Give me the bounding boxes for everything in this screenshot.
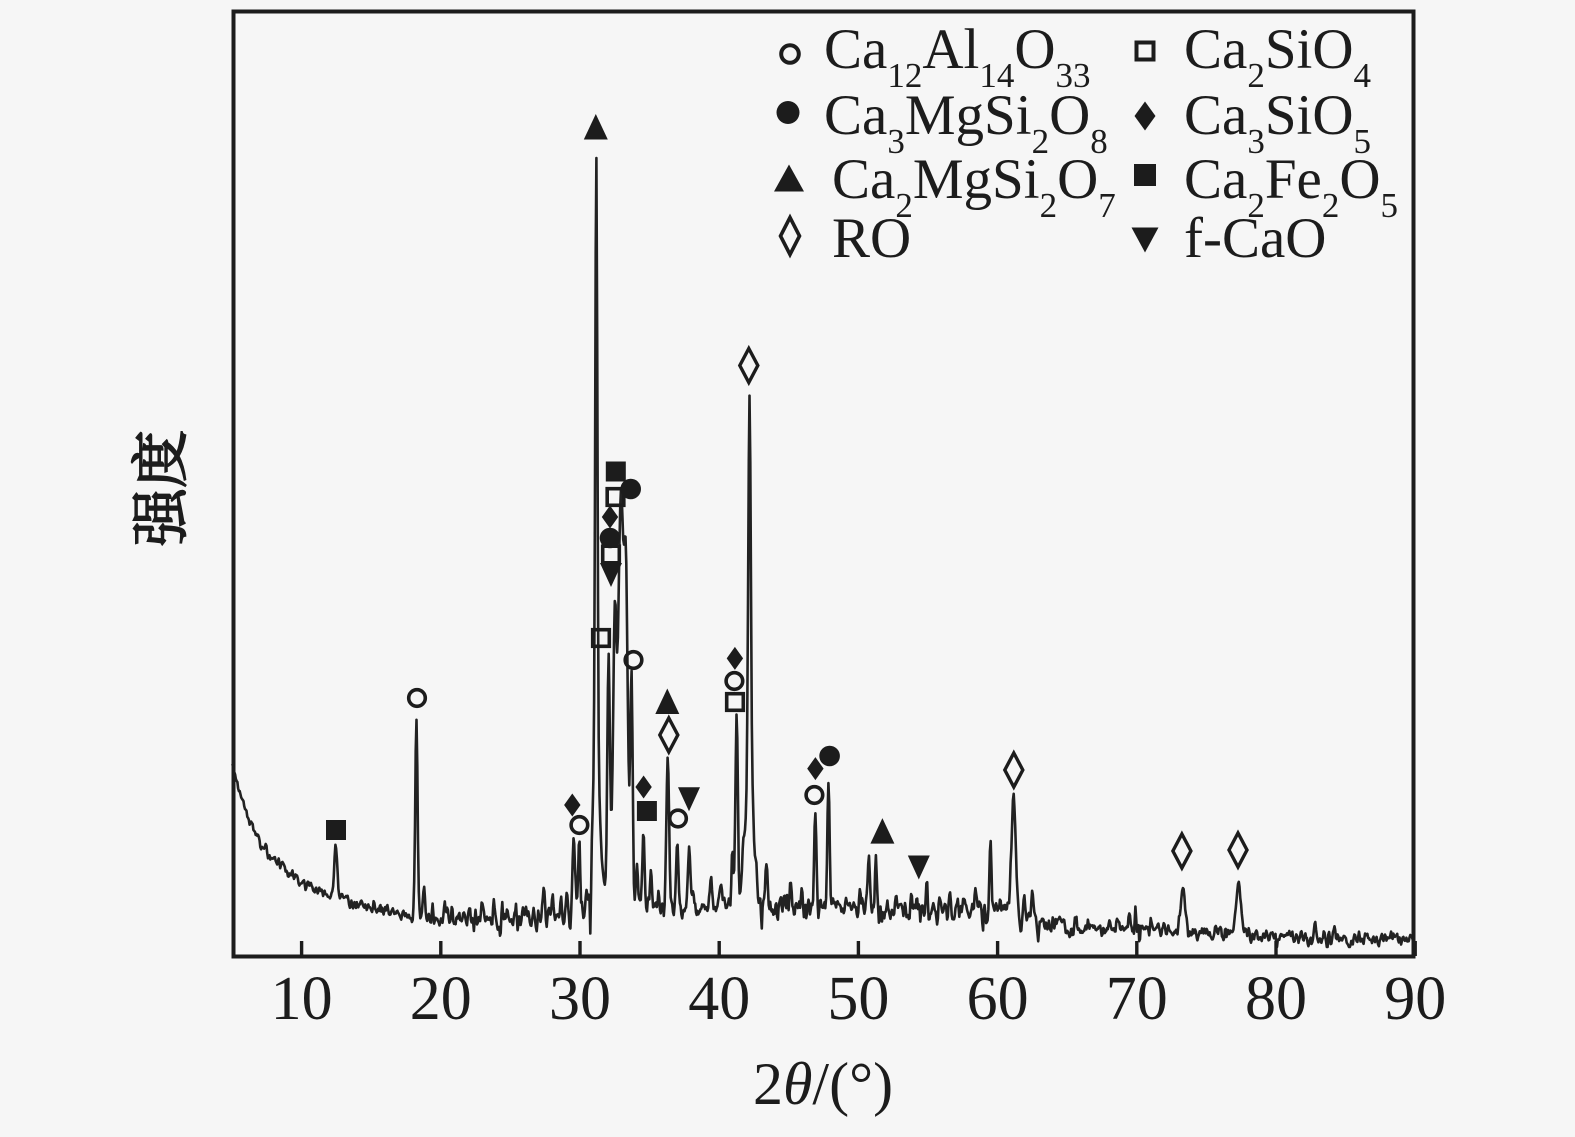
svg-text:RO: RO	[832, 207, 911, 270]
svg-text:70: 70	[1106, 965, 1168, 1033]
svg-text:30: 30	[549, 965, 611, 1033]
svg-text:10: 10	[271, 965, 333, 1033]
svg-text:2θ/(°): 2θ/(°)	[753, 1051, 893, 1117]
svg-text:60: 60	[967, 965, 1029, 1033]
svg-text:50: 50	[827, 965, 889, 1033]
svg-text:20: 20	[410, 965, 472, 1033]
svg-text:80: 80	[1245, 965, 1307, 1033]
svg-text:f-CaO: f-CaO	[1184, 207, 1326, 270]
svg-text:90: 90	[1384, 965, 1446, 1033]
svg-text:40: 40	[688, 965, 750, 1033]
